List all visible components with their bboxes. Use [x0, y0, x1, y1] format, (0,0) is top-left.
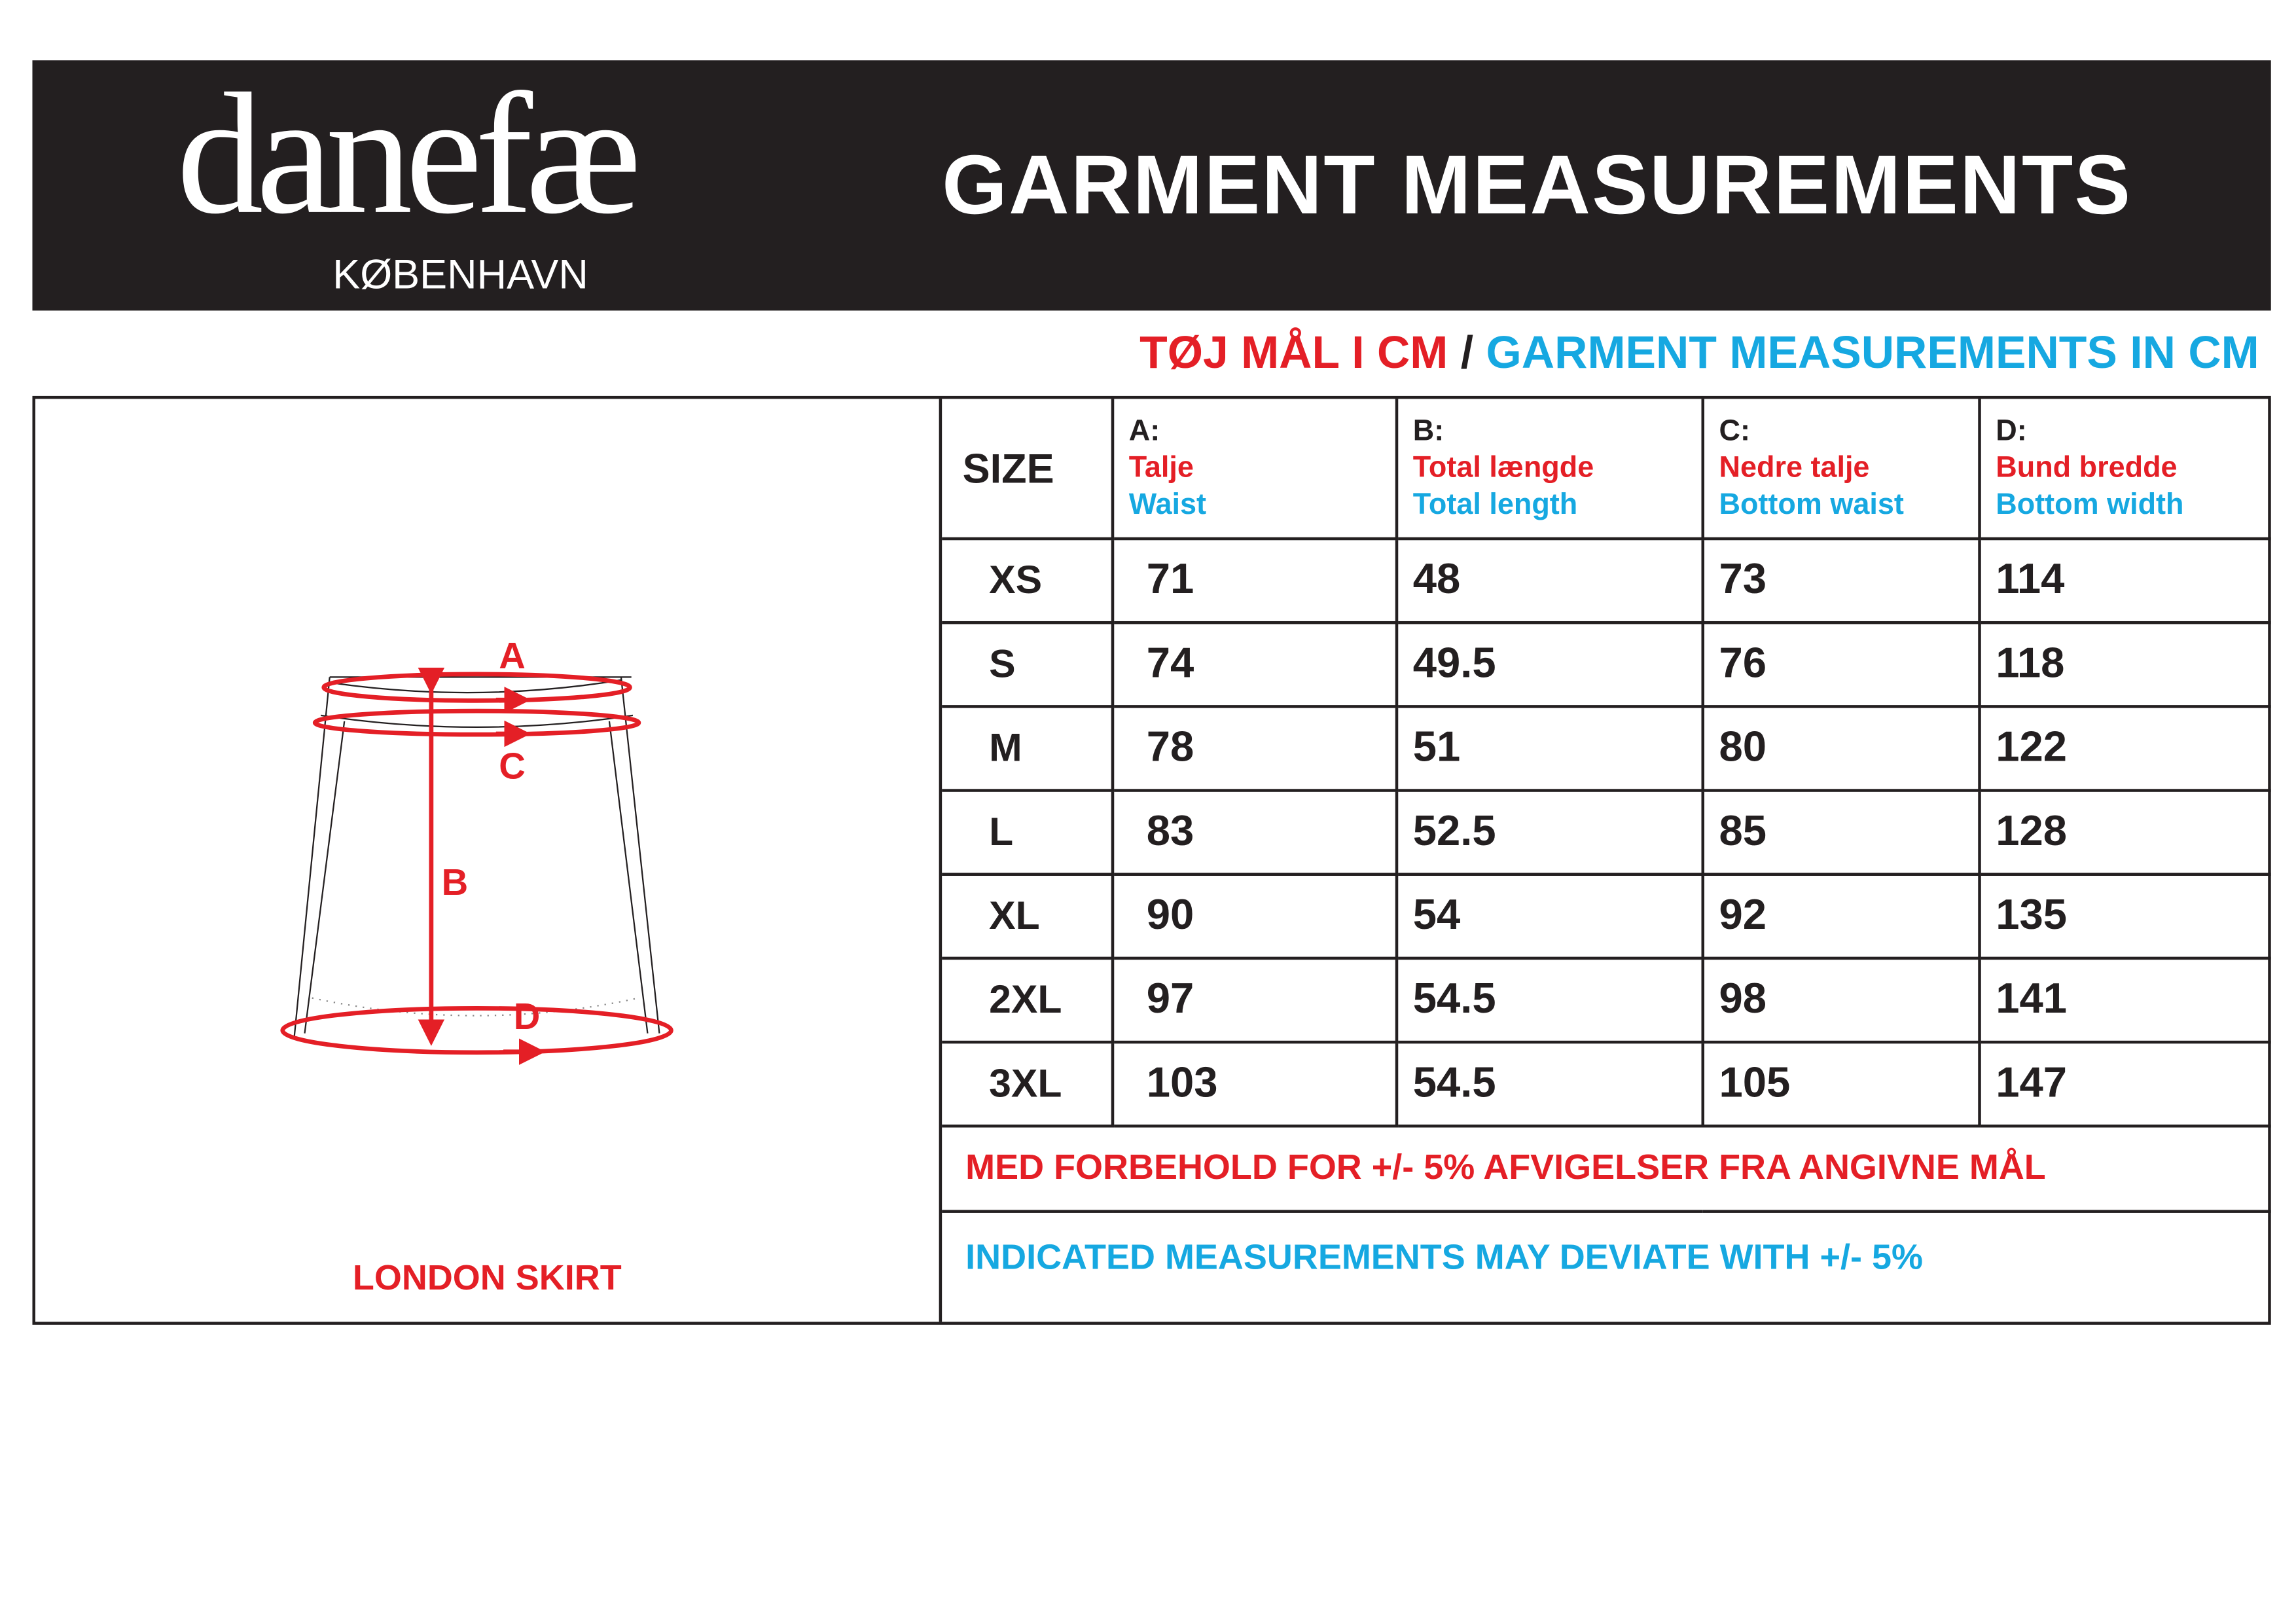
- product-name: LONDON SKIRT: [352, 1258, 622, 1299]
- table-row: XL 90 54 92 135: [942, 873, 2271, 960]
- measurement-b-cell: 49.5: [1395, 621, 1704, 708]
- brand-logo-subtitle: KØBENHAVN: [332, 251, 588, 298]
- measurement-a-cell: 97: [1111, 956, 1399, 1044]
- skirt-diagram: A C B D: [280, 635, 673, 1065]
- skirt-outline: [293, 676, 660, 1037]
- size-cell: S: [942, 621, 1115, 708]
- column-label-english: Bottom width: [1996, 488, 2184, 520]
- table-row: 2XL 97 54.5 98 141: [942, 956, 2271, 1044]
- measurement-c-cell: 73: [1701, 539, 1981, 624]
- waist-measure-a: [321, 672, 632, 703]
- measurement-b-cell: 51: [1395, 705, 1704, 792]
- bottom-waist-measure-c: [312, 708, 641, 737]
- measurement-a-cell: 90: [1111, 873, 1399, 960]
- size-cell: M: [942, 705, 1115, 792]
- size-header: SIZE: [942, 399, 1115, 541]
- column-header-c: C: Nedre talje Bottom waist: [1701, 399, 1981, 541]
- measurement-a-cell: 71: [1111, 539, 1399, 624]
- column-label-english: Bottom waist: [1719, 488, 1904, 520]
- measurement-b-cell: 54.5: [1395, 956, 1704, 1044]
- table-row: 3XL 103 54.5 105 147: [942, 1040, 2271, 1128]
- measurement-d-cell: 118: [1978, 621, 2271, 708]
- size-cell: L: [942, 789, 1115, 876]
- column-code: C:: [1719, 414, 1750, 447]
- label-a: A: [499, 635, 526, 676]
- measurement-b-cell: 48: [1395, 539, 1704, 624]
- brand-logo: danefæ: [176, 57, 641, 251]
- measurement-a-cell: 103: [1111, 1040, 1399, 1128]
- subtitle-separator: /: [1460, 327, 1474, 378]
- measurement-d-cell: 122: [1978, 705, 2271, 792]
- measurement-a-cell: 74: [1111, 621, 1399, 708]
- measurement-frame: A C B D LONDON SKIRT SIZE A: Talje Waist B…: [32, 395, 2271, 1325]
- table-row: M 78 51 80 122: [942, 705, 2271, 792]
- subtitle: TØJ MÅL I CM / GARMENT MEASUREMENTS IN C…: [1139, 325, 2259, 381]
- measurement-d-cell: 114: [1978, 539, 2271, 624]
- measurement-c-cell: 105: [1701, 1040, 1981, 1128]
- diagram-panel: A C B D LONDON SKIRT: [35, 399, 942, 1322]
- column-label-danish: Nedre talje: [1719, 451, 1870, 484]
- column-label-english: Waist: [1128, 488, 1207, 520]
- measurement-d-cell: 135: [1978, 873, 2271, 960]
- header-bar: danefæ KØBENHAVN GARMENT MEASUREMENTS: [32, 57, 2271, 311]
- column-code: B:: [1412, 414, 1444, 447]
- size-cell: XL: [942, 873, 1115, 960]
- column-label-danish: Bund bredde: [1996, 451, 2178, 484]
- column-code: A:: [1128, 414, 1160, 447]
- measurement-c-cell: 85: [1701, 789, 1981, 876]
- table-row: XS 71 48 73 114: [942, 539, 2271, 624]
- measurement-c-cell: 76: [1701, 621, 1981, 708]
- bottom-width-measure-d: [280, 1005, 673, 1055]
- measurement-c-cell: 98: [1701, 956, 1981, 1044]
- measurement-b-cell: 54: [1395, 873, 1704, 960]
- table-header-row: SIZE A: Talje Waist B: Total længde Total le…: [942, 399, 2271, 541]
- column-header-b: B: Total længde Total length: [1395, 399, 1704, 541]
- measurement-d-cell: 128: [1978, 789, 2271, 876]
- measurement-c-cell: 92: [1701, 873, 1981, 960]
- measurement-table: SIZE A: Talje Waist B: Total længde Total le…: [942, 399, 2271, 1305]
- column-header-a: A: Talje Waist: [1111, 399, 1399, 541]
- label-c: C: [499, 746, 526, 787]
- measurement-b-cell: 54.5: [1395, 1040, 1704, 1128]
- label-b: B: [442, 861, 469, 903]
- measurement-d-cell: 147: [1978, 1040, 2271, 1128]
- table-row: L 83 52.5 85 128: [942, 789, 2271, 876]
- note-row-english: INDICATED MEASUREMENTS MAY DEVIATE WITH …: [942, 1210, 2271, 1305]
- size-cell: XS: [942, 539, 1115, 624]
- subtitle-english: GARMENT MEASUREMENTS IN CM: [1486, 327, 2259, 378]
- measurement-b-cell: 52.5: [1395, 789, 1704, 876]
- column-label-danish: Talje: [1128, 451, 1194, 484]
- measurement-d-cell: 141: [1978, 956, 2271, 1044]
- column-label-english: Total length: [1412, 488, 1578, 520]
- size-cell: 3XL: [942, 1040, 1115, 1128]
- table-row: S 74 49.5 76 118: [942, 621, 2271, 708]
- column-label-danish: Total længde: [1412, 451, 1594, 484]
- page-title: GARMENT MEASUREMENTS: [942, 138, 2132, 233]
- size-cell: 2XL: [942, 956, 1115, 1044]
- column-code: D:: [1996, 414, 2027, 447]
- measurement-c-cell: 80: [1701, 705, 1981, 792]
- label-d: D: [514, 996, 541, 1037]
- measurement-a-cell: 83: [1111, 789, 1399, 876]
- note-row-danish: MED FORBEHOLD FOR +/- 5% AFVIGELSER FRA …: [942, 1126, 2271, 1213]
- note-danish: MED FORBEHOLD FOR +/- 5% AFVIGELSER FRA …: [942, 1126, 2271, 1213]
- subtitle-danish: TØJ MÅL I CM: [1139, 327, 1448, 378]
- note-english: INDICATED MEASUREMENTS MAY DEVIATE WITH …: [942, 1210, 2271, 1305]
- column-header-d: D: Bund bredde Bottom width: [1978, 399, 2271, 541]
- measurement-a-cell: 78: [1111, 705, 1399, 792]
